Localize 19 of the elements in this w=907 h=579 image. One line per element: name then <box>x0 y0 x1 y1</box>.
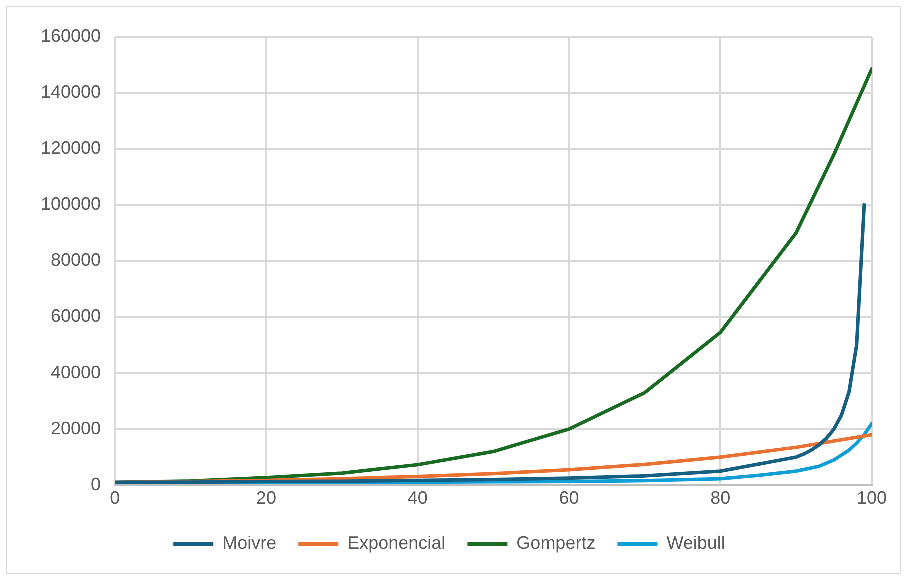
y-tick-label: 60000 <box>51 306 102 326</box>
x-tick-label: 100 <box>856 488 888 508</box>
y-tick-label: 20000 <box>51 418 102 438</box>
legend-label: Exponencial <box>348 532 446 553</box>
y-tick-label: 160000 <box>40 26 102 46</box>
legend-label: Moivre <box>222 532 277 553</box>
y-tick-label: 120000 <box>40 138 102 158</box>
legend-label: Gompertz <box>516 532 596 553</box>
x-tick-label: 60 <box>559 488 580 508</box>
x-tick-label: 40 <box>408 488 428 508</box>
x-tick-label: 20 <box>256 488 276 508</box>
y-tick-label: 40000 <box>51 362 102 382</box>
x-tick-label: 0 <box>110 488 120 508</box>
y-tick-label: 140000 <box>40 82 102 102</box>
y-tick-label: 0 <box>91 474 102 494</box>
legend-label: Weibull <box>666 532 726 553</box>
y-tick-label: 80000 <box>51 250 102 270</box>
x-tick-label: 80 <box>710 488 731 508</box>
y-tick-label: 100000 <box>40 194 102 214</box>
